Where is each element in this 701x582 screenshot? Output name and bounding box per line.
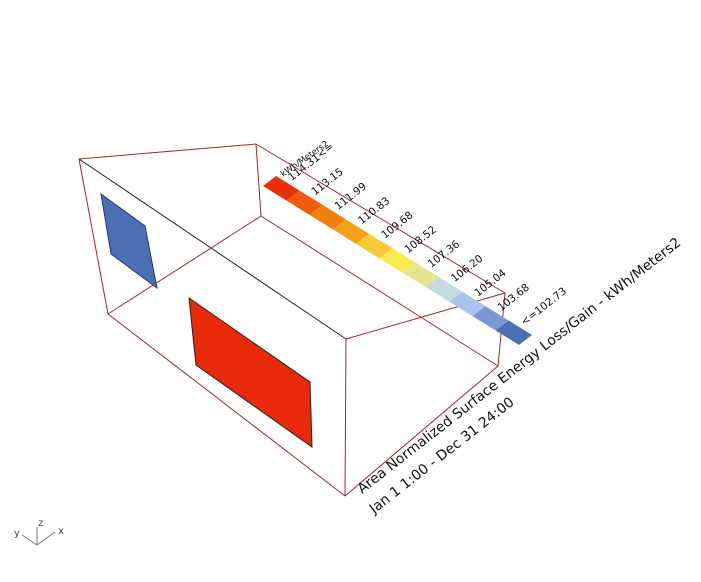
legend-swatch-3 [332,219,370,244]
legend-swatch-5 [379,248,416,273]
legend-swatch-2 [309,204,346,230]
legend-swatch-7 [425,277,463,302]
box-edge-vertical-left [78,158,109,315]
legend-labels: 114.31<=113.15111.99110.83109.68108.5210… [286,141,569,328]
legend-label-6: 107.36 [426,238,463,270]
legend-swatch-1 [286,190,323,215]
box-edge-top-right-front [345,292,506,340]
front-wall-window[interactable] [188,296,313,448]
legend-label-5: 108.52 [402,224,438,256]
chart-subtitle: Jan 1 1:00 - Dec 31 24:00 [366,394,518,517]
box-edge-vertical-front [344,338,347,497]
axis-y-line [21,534,38,546]
building-box [78,143,506,497]
legend-label-1: 113.15 [309,166,345,198]
legend-swatch-4 [356,233,393,259]
box-edge-bottom-left [107,215,262,315]
legend-label-8: 105.04 [472,267,509,299]
box-edge-bottom-back [260,215,499,367]
box-edge-top-back [78,143,257,160]
axis-y-label: y [14,528,20,539]
box-edge-top-front [78,158,347,340]
legend-swatch-9 [472,306,509,331]
axis-x-line [36,531,56,546]
legend-color-bar [263,176,532,345]
legend-label-2: 111.99 [333,180,369,212]
box-edge-top-right [255,143,506,294]
axis-gizmo: y z x [14,518,64,546]
box-edge-vertical-back [255,143,262,217]
legend-label-7: 106.20 [449,253,485,285]
legend-swatch-8 [449,291,486,317]
left-wall-window[interactable] [100,192,158,290]
legend-swatch-6 [402,262,439,288]
legend-swatch-10 [495,320,532,345]
axis-x-label: x [58,526,64,537]
legend-label-9: 103.68 [496,282,532,314]
axis-z-label: z [38,518,43,529]
legend-swatch-0 [263,176,300,201]
box-edge-bottom-front [107,313,346,497]
box-edge-bottom-right [344,365,499,497]
chart-title: Area Normalized Surface Energy Loss/Gain… [355,235,684,497]
